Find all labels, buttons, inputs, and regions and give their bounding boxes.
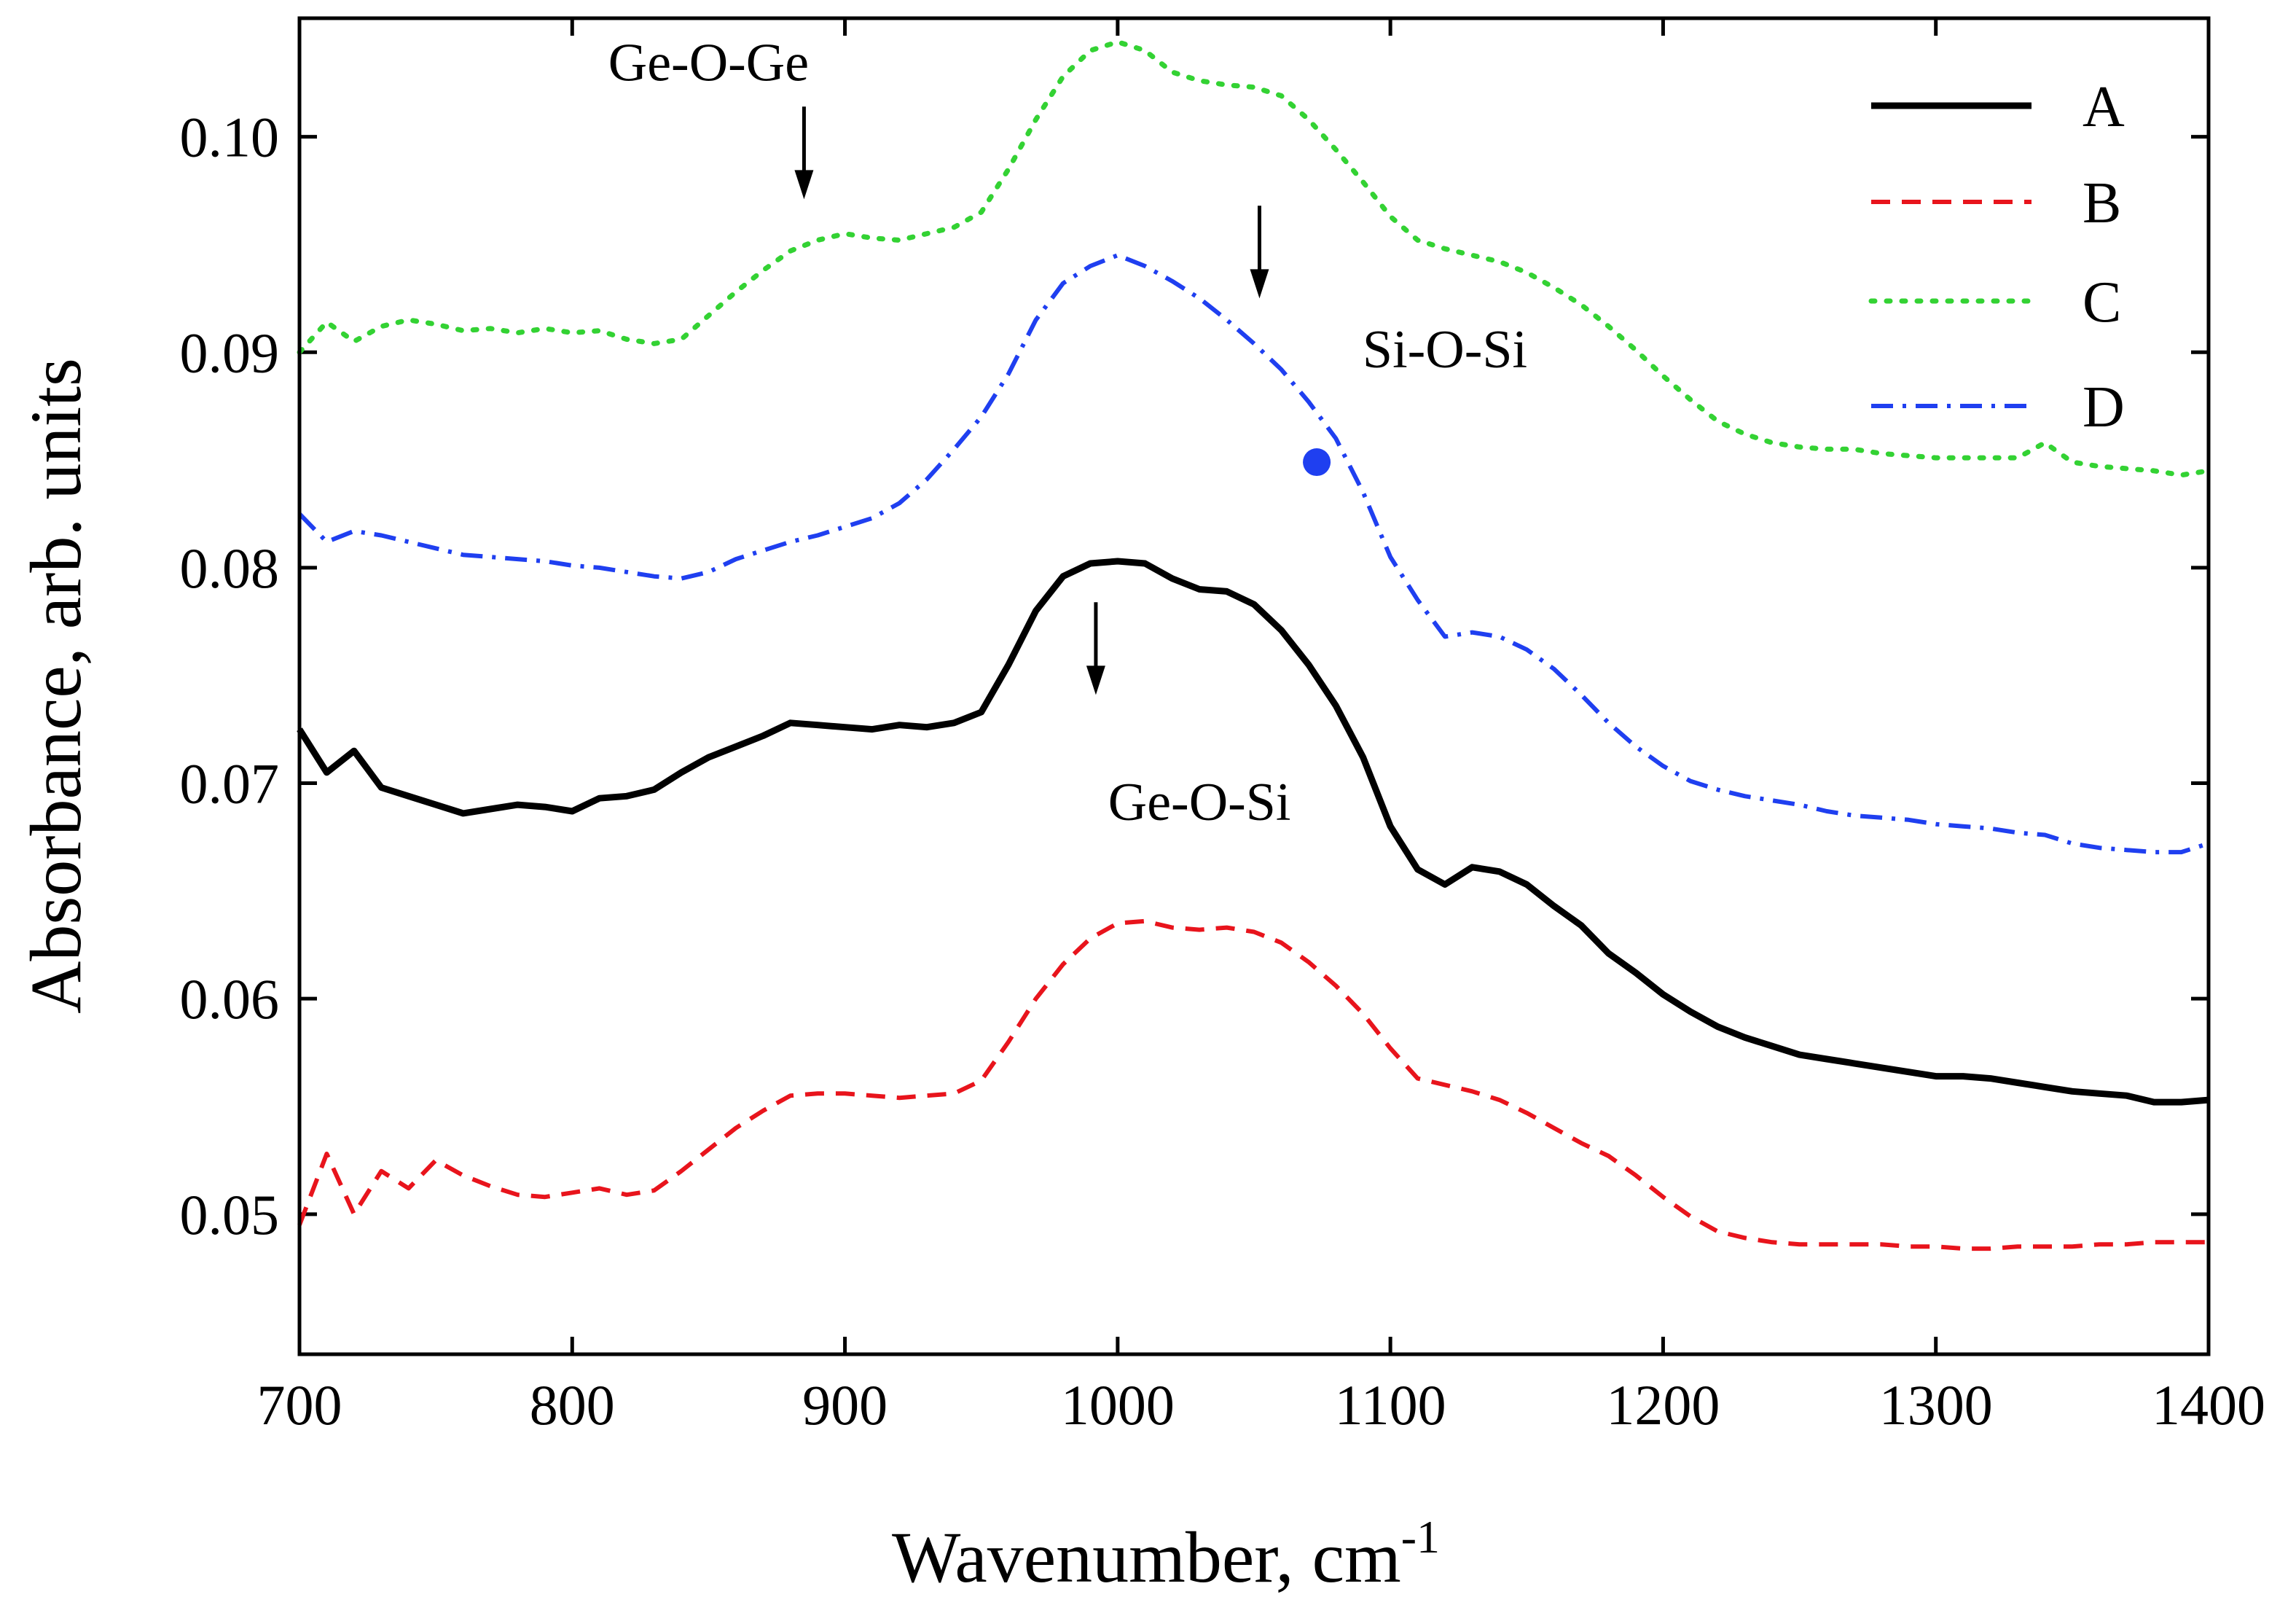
annotation-label-ge-o-ge: Ge-O-Ge	[608, 34, 809, 93]
annotation-arrow-head-ge-o-ge	[794, 170, 814, 200]
series-line-b	[297, 918, 2209, 1251]
legend-label-b: B	[2083, 171, 2121, 235]
x-axis-title-text: Wavenumber, cm	[892, 1517, 1401, 1598]
annotation-label-ge-o-si: Ge-O-Si	[1108, 773, 1291, 832]
x-tick-label: 900	[802, 1373, 888, 1437]
y-tick-label: 0.09	[180, 321, 280, 384]
series-d-marker	[1303, 448, 1331, 477]
x-axis-title: Wavenumber, cm-1	[892, 1511, 1440, 1598]
series-layer	[297, 39, 2211, 1251]
ticks-layer: 700 800 900 1000 1100 1200 1300 1400 0.05 0.06 0.0…	[180, 18, 2265, 1437]
annotation-label-si-o-si: Si-O-Si	[1363, 320, 1527, 380]
series-line-c	[297, 39, 2211, 478]
x-axis-title-superscript: -1	[1401, 1511, 1440, 1563]
x-tick-label: 1000	[1061, 1373, 1175, 1437]
series-line-d	[297, 253, 2209, 855]
x-tick-label: 800	[530, 1373, 615, 1437]
annotation-arrow-head-si-o-si	[1250, 269, 1269, 299]
y-tick-label: 0.10	[180, 106, 280, 169]
annotation-arrow-head-ge-o-si	[1086, 665, 1105, 695]
legend-label-c: C	[2083, 270, 2121, 335]
x-tick-label: 1400	[2152, 1373, 2265, 1437]
annotation-layer: Ge-O-Ge Si-O-Si Ge-O-Si	[608, 34, 1527, 832]
series-line-a	[297, 558, 2209, 1106]
x-tick-label: 1100	[1335, 1373, 1446, 1437]
x-tick-label: 1200	[1606, 1373, 1720, 1437]
x-tick-label: 700	[257, 1373, 342, 1437]
y-axis-title: Absorbance, arb. units	[15, 358, 96, 1014]
legend-label-a: A	[2083, 75, 2125, 139]
y-tick-label: 0.06	[180, 967, 280, 1031]
y-tick-label: 0.07	[180, 752, 280, 816]
x-tick-label: 1300	[1879, 1373, 1993, 1437]
legend-label-d: D	[2083, 375, 2125, 440]
y-tick-label: 0.05	[180, 1183, 280, 1246]
plot-frame	[297, 16, 2211, 1356]
y-tick-label: 0.08	[180, 536, 280, 600]
